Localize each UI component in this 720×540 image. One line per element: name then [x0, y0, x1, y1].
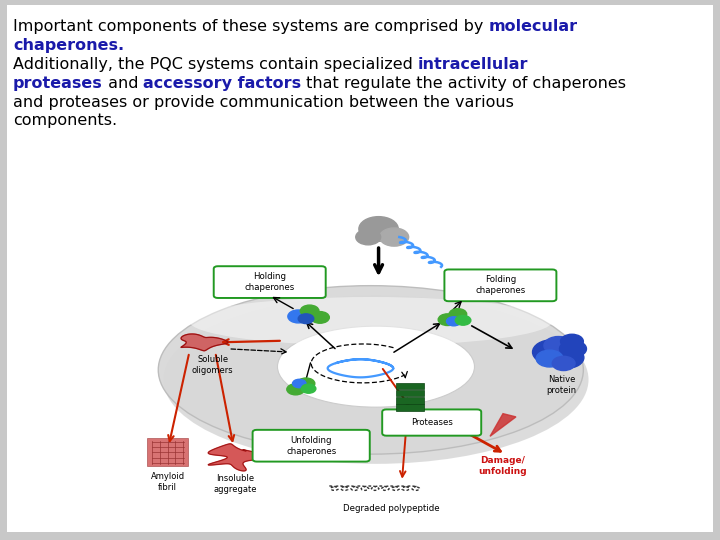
- Text: Important components of these systems are comprised by: Important components of these systems ar…: [13, 19, 488, 34]
- Circle shape: [552, 356, 575, 370]
- Circle shape: [310, 312, 329, 323]
- Circle shape: [297, 378, 315, 389]
- FancyBboxPatch shape: [396, 397, 424, 403]
- Circle shape: [302, 384, 316, 393]
- Text: accessory factors: accessory factors: [143, 76, 302, 91]
- FancyBboxPatch shape: [382, 409, 481, 436]
- Text: proteases: proteases: [13, 76, 103, 91]
- Circle shape: [356, 230, 381, 245]
- FancyBboxPatch shape: [112, 208, 630, 532]
- FancyBboxPatch shape: [396, 390, 424, 396]
- Ellipse shape: [277, 326, 474, 407]
- Text: Unfolding
chaperones: Unfolding chaperones: [286, 436, 336, 456]
- Ellipse shape: [189, 297, 552, 346]
- Circle shape: [536, 350, 563, 367]
- Circle shape: [298, 314, 314, 323]
- FancyBboxPatch shape: [214, 266, 325, 298]
- Text: Holding
chaperones: Holding chaperones: [245, 272, 294, 292]
- Polygon shape: [208, 444, 271, 471]
- Circle shape: [446, 317, 461, 326]
- Circle shape: [438, 314, 457, 326]
- Text: Native
protein: Native protein: [546, 375, 577, 395]
- Text: and proteases or provide communication between the various: and proteases or provide communication b…: [13, 94, 514, 110]
- FancyBboxPatch shape: [444, 269, 557, 301]
- Text: Soluble
oligomers: Soluble oligomers: [192, 355, 233, 375]
- Circle shape: [561, 334, 583, 348]
- Text: Additionally, the PQC systems contain specialized: Additionally, the PQC systems contain sp…: [13, 57, 418, 72]
- Text: components.: components.: [13, 113, 117, 129]
- FancyBboxPatch shape: [396, 383, 424, 389]
- FancyBboxPatch shape: [7, 5, 713, 532]
- Polygon shape: [490, 414, 516, 436]
- Text: Damage/
unfolding: Damage/ unfolding: [479, 456, 527, 476]
- Circle shape: [359, 217, 398, 241]
- Circle shape: [544, 336, 573, 355]
- Polygon shape: [181, 334, 228, 351]
- Circle shape: [288, 310, 309, 323]
- Circle shape: [300, 305, 319, 317]
- Circle shape: [287, 384, 305, 395]
- Circle shape: [379, 228, 409, 246]
- Circle shape: [559, 340, 587, 357]
- Text: and: and: [103, 76, 143, 91]
- FancyBboxPatch shape: [396, 404, 424, 411]
- Circle shape: [292, 379, 306, 388]
- Ellipse shape: [158, 286, 583, 454]
- Text: intracellular: intracellular: [418, 57, 528, 72]
- Circle shape: [449, 309, 467, 320]
- Text: Amyloid
fibril: Amyloid fibril: [150, 472, 184, 492]
- Circle shape: [455, 315, 471, 325]
- Text: Insoluble
aggregate: Insoluble aggregate: [213, 474, 257, 494]
- Circle shape: [549, 347, 584, 368]
- Circle shape: [533, 340, 572, 365]
- FancyBboxPatch shape: [148, 438, 188, 467]
- Text: molecular: molecular: [488, 19, 577, 34]
- Text: chaperones.: chaperones.: [13, 38, 124, 53]
- Text: Proteases: Proteases: [411, 418, 453, 427]
- FancyBboxPatch shape: [253, 430, 370, 462]
- Ellipse shape: [163, 295, 588, 464]
- Text: that regulate the activity of chaperones: that regulate the activity of chaperones: [302, 76, 626, 91]
- Text: Folding
chaperones: Folding chaperones: [475, 275, 526, 295]
- Text: Degraded polypeptide: Degraded polypeptide: [343, 504, 440, 514]
